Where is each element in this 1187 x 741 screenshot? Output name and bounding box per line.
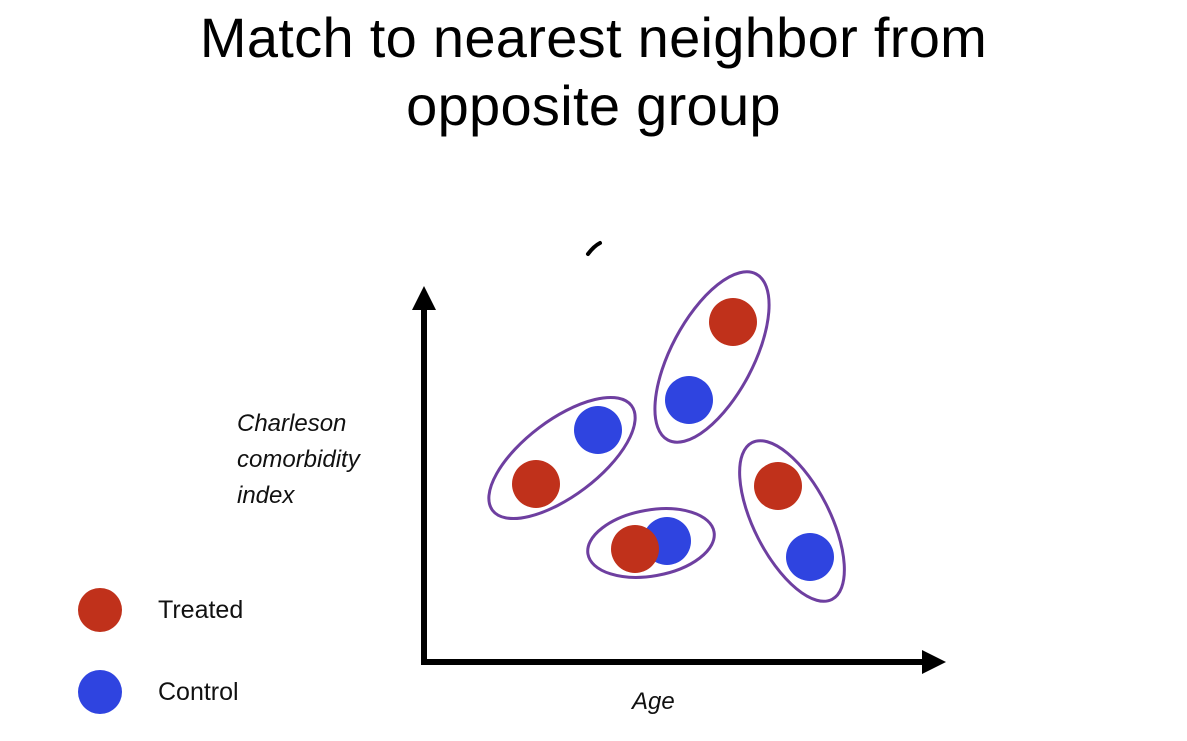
legend-label-treated: Treated bbox=[158, 595, 244, 624]
pair-left bbox=[487, 395, 637, 521]
legend-item-treated: Treated bbox=[78, 588, 243, 632]
page-title: Match to nearest neighbor from opposite … bbox=[0, 4, 1187, 140]
y-axis-label-line-2: comorbidity bbox=[237, 446, 360, 473]
match-ellipse bbox=[487, 395, 637, 521]
treated-swatch bbox=[78, 588, 122, 632]
pair-bottom bbox=[586, 507, 716, 579]
title-line-2: opposite group bbox=[406, 74, 781, 137]
y-axis-label-line-3: index bbox=[237, 482, 295, 509]
x-axis-label: Age bbox=[632, 688, 675, 715]
match-ellipse bbox=[738, 439, 846, 603]
match-ellipse bbox=[586, 507, 716, 579]
control-swatch bbox=[78, 670, 122, 714]
y-axis-label-line-1: Charleson bbox=[237, 410, 347, 437]
legend-item-control: Control bbox=[78, 670, 239, 714]
stray-mark bbox=[586, 241, 602, 256]
axes bbox=[412, 286, 946, 674]
match-ellipse bbox=[653, 270, 771, 444]
control-point bbox=[786, 533, 834, 581]
treated-point bbox=[512, 460, 560, 508]
control-point bbox=[574, 406, 622, 454]
treated-point bbox=[611, 525, 659, 573]
treated-point bbox=[754, 462, 802, 510]
treated-point bbox=[709, 298, 757, 346]
legend-label-control: Control bbox=[158, 677, 239, 706]
control-point bbox=[665, 376, 713, 424]
pair-top bbox=[653, 270, 771, 444]
title-line-1: Match to nearest neighbor from bbox=[199, 6, 988, 69]
pair-right bbox=[738, 439, 846, 603]
y-axis-arrowhead bbox=[412, 286, 436, 310]
y-axis-label: Charleson comorbidity index bbox=[237, 406, 360, 514]
x-axis-arrowhead bbox=[922, 650, 946, 674]
